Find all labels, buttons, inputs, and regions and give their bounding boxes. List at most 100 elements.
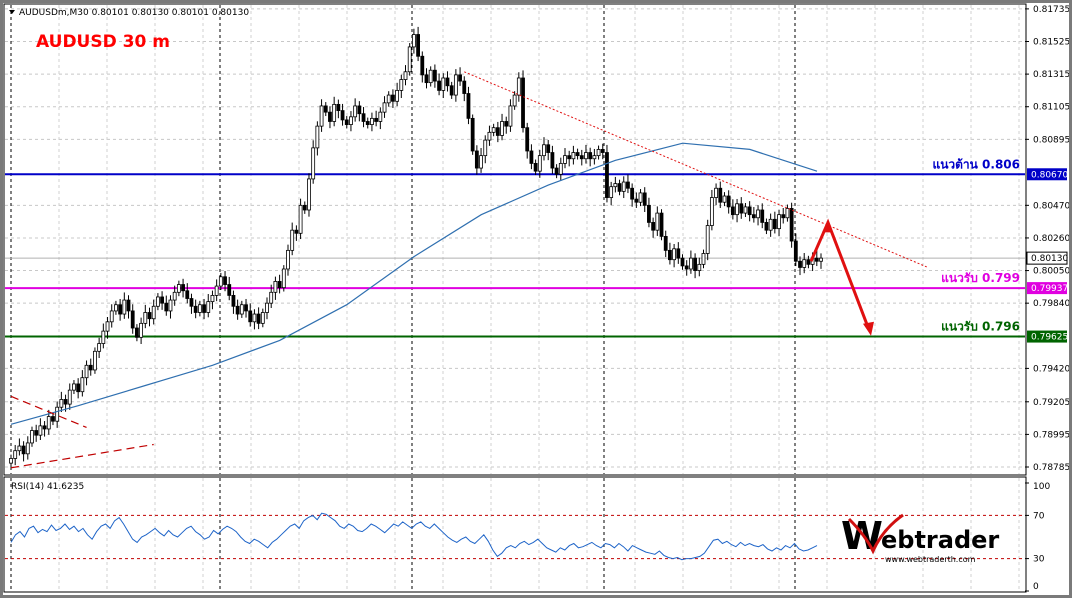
candle-body — [630, 187, 635, 200]
candle-body — [244, 304, 248, 312]
candle-body — [76, 383, 81, 393]
candle-body — [785, 208, 790, 219]
price-axis: 0.81735 0.81525 0.81315 0.81105 0.80895 0.804… — [1025, 5, 1070, 473]
candle-body — [290, 229, 295, 251]
candle-body — [802, 259, 807, 268]
candle-body — [495, 127, 500, 136]
candle-body — [768, 218, 773, 231]
candle-body — [592, 155, 597, 160]
candle-body — [747, 206, 752, 216]
candle-body — [605, 152, 609, 198]
candle-body — [13, 450, 18, 459]
candle-body — [789, 208, 794, 242]
candle-body — [298, 204, 303, 234]
candle-body — [340, 110, 345, 121]
y-tick-label: 0.78785 — [1033, 463, 1069, 473]
candle-body — [483, 139, 488, 157]
candle-body — [474, 150, 479, 169]
candle-body — [613, 183, 618, 188]
candle-body — [227, 284, 232, 296]
candle-body — [537, 155, 542, 172]
candle-body — [55, 406, 60, 422]
candle-body — [365, 121, 370, 125]
y-tick-label: 0.80895 — [1033, 135, 1069, 145]
candle-body — [172, 291, 177, 301]
candle-body — [357, 105, 362, 115]
chart-menu-triangle-icon[interactable] — [9, 10, 15, 14]
candle-body — [336, 103, 341, 112]
candle-body — [84, 364, 89, 379]
candle-body — [210, 295, 215, 303]
candle-body — [101, 330, 106, 344]
candle-body — [277, 281, 282, 289]
candle-body — [730, 206, 735, 216]
candle-body — [126, 299, 131, 312]
candle-body — [756, 209, 760, 219]
candle-body — [139, 322, 144, 338]
candle-body — [155, 296, 160, 307]
candle-body — [265, 302, 269, 313]
candle-body — [223, 276, 227, 285]
candle-body — [550, 152, 555, 169]
candle-body — [269, 291, 274, 304]
candle-body — [584, 152, 588, 160]
y-tick-label: 0.81735 — [1033, 5, 1069, 15]
candle-body — [806, 259, 811, 265]
candle-body — [554, 167, 559, 175]
y-tick-label: 0.80260 — [1033, 234, 1069, 244]
candle-body — [147, 312, 152, 320]
candle-body — [668, 249, 672, 261]
candle-body — [395, 90, 400, 102]
candle-body — [80, 377, 85, 393]
candle-body — [521, 77, 525, 129]
candle-body — [21, 445, 26, 455]
candle-body — [726, 195, 731, 208]
candle-body — [453, 74, 458, 96]
price-label-text: 0.80130 — [1031, 254, 1068, 264]
rsi-y-tick-label: 30 — [1033, 555, 1045, 565]
candle-body — [25, 442, 30, 455]
candle-body — [382, 102, 387, 113]
candle-body — [30, 430, 34, 444]
y-tick-label: 0.78995 — [1033, 430, 1069, 440]
candle-body — [693, 257, 697, 271]
candle-body — [697, 263, 702, 271]
y-tick-label: 0.81525 — [1033, 37, 1069, 47]
candle-body — [46, 416, 51, 430]
candle-body — [93, 350, 97, 371]
y-tick-label: 0.81105 — [1033, 103, 1069, 113]
candle-body — [311, 147, 316, 180]
price-chart[interactable]: แนวต้าน 0.806 แนวรับ 0.799 แนวรับ 0.796 0.… — [3, 3, 1070, 595]
candle-body — [626, 181, 630, 189]
candle-body — [793, 240, 798, 262]
candle-body — [109, 310, 114, 323]
candle-body — [512, 94, 517, 107]
y-tick-label: 0.80050 — [1033, 267, 1069, 277]
candle-body — [88, 364, 93, 371]
candle-body — [286, 249, 290, 270]
candle-body — [260, 312, 265, 324]
candle-body — [642, 192, 647, 206]
candle-body — [399, 79, 404, 91]
candle-body — [462, 80, 467, 94]
candle-body — [59, 399, 64, 408]
candle-body — [441, 77, 446, 91]
candle-body — [709, 197, 714, 226]
candle-body — [705, 225, 710, 254]
rsi-indicator: 100 70 30 0 — [5, 482, 1050, 592]
candle-body — [567, 155, 572, 160]
candle-body — [403, 71, 408, 80]
support-label: แนวรับ 0.796 — [941, 320, 1020, 334]
candle-body — [798, 260, 802, 268]
candle-body — [466, 93, 471, 119]
candle-body — [735, 203, 739, 216]
overlay-lines — [10, 71, 929, 469]
candle-body — [563, 155, 567, 164]
candle-body — [525, 127, 530, 152]
rsi-panel-border — [3, 476, 1027, 593]
candle-body — [181, 284, 185, 292]
candle-body — [672, 248, 677, 261]
candle-body — [231, 295, 236, 307]
horizontal-levels: แนวต้าน 0.806 แนวรับ 0.799 แนวรับ 0.796 — [5, 157, 1025, 338]
